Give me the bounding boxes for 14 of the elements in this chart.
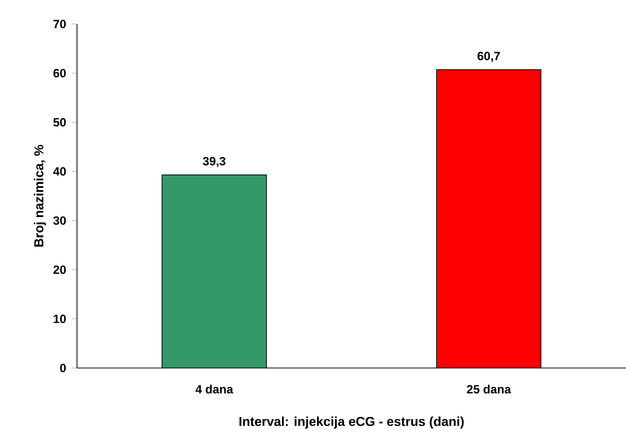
x-tick-label: 4 dana — [196, 384, 234, 394]
y-tick-label: 10 — [54, 314, 66, 324]
x-tick-label: 25 dana — [466, 384, 512, 394]
y-tick-label: 40 — [53, 167, 66, 176]
y-tick-label: 50 — [53, 118, 66, 126]
data-label: 39,3 — [202, 156, 226, 168]
y-tick-label: 20 — [53, 265, 66, 274]
y-tick-label: 60 — [53, 68, 66, 78]
x-axis-title: Interval: injekcija eCG - estrus (dani) — [239, 416, 464, 429]
data-label: 60,7 — [478, 52, 500, 62]
y-tick-label: 30 — [53, 216, 66, 225]
y-tick-label: 0 — [60, 364, 66, 372]
y-axis-title: Broj nazimica, % — [34, 144, 46, 247]
y-tick-label: 70 — [54, 20, 66, 28]
